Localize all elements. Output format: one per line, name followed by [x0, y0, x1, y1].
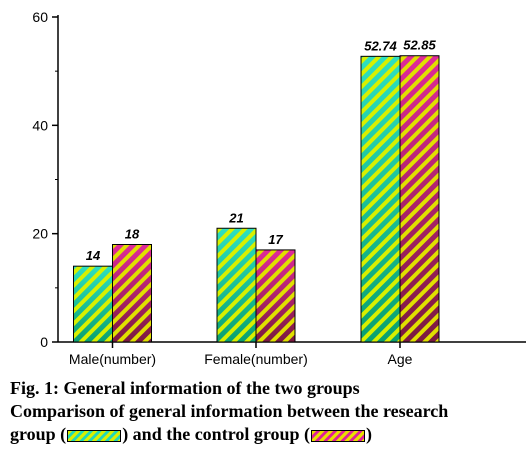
y-tick-label: 60 — [32, 9, 48, 25]
data-label: 52.85 — [403, 38, 436, 53]
bar-chart: 0 20 40 60 Male(number) 14 18 Female(number) 21 1… — [32, 9, 526, 367]
caption-prefix: group ( — [10, 424, 67, 444]
data-label: 17 — [268, 232, 283, 247]
y-tick-label: 20 — [32, 226, 48, 242]
bar-research — [73, 265, 113, 343]
bar-control — [112, 244, 152, 343]
x-tick-label: Female(number) — [204, 351, 307, 367]
data-label: 21 — [228, 210, 243, 225]
bar-research — [216, 227, 257, 343]
y-tick-label: 40 — [32, 117, 48, 133]
bar-research — [360, 55, 401, 343]
x-tick-label: Age — [388, 351, 413, 367]
caption-middle: ) and the control group ( — [122, 424, 311, 444]
research-group-swatch — [67, 429, 122, 442]
x-tick-label: Male(number) — [69, 351, 156, 367]
figure-caption-title: Fig. 1: General information of the two g… — [10, 378, 360, 398]
y-tick-label: 0 — [40, 334, 48, 350]
bar-control — [399, 55, 440, 343]
figure-caption-legend: group ( ) and the control group () — [10, 424, 522, 444]
data-label: 14 — [86, 248, 101, 263]
data-label: 52.74 — [364, 38, 397, 53]
data-label: 18 — [125, 227, 140, 242]
control-group-swatch — [311, 429, 366, 442]
figure-caption-line2: Comparison of general information betwee… — [10, 401, 449, 421]
bar-control — [255, 249, 296, 343]
caption-suffix: ) — [366, 424, 373, 444]
